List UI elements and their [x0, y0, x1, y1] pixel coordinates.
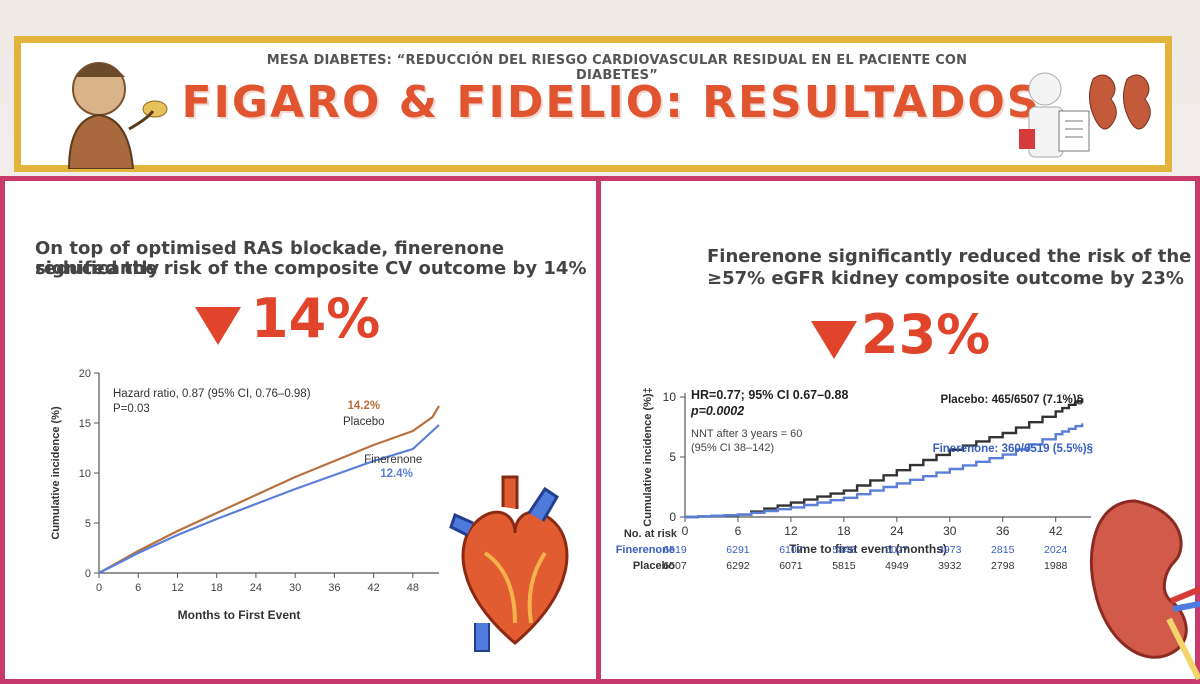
- down-triangle-icon: [811, 321, 857, 359]
- risk-table-cell: 5848: [832, 544, 856, 556]
- risk-table-cell: 2024: [1044, 544, 1068, 556]
- down-triangle-icon: [195, 307, 241, 345]
- risk-table-cell: 6507: [663, 560, 687, 572]
- x-tick-label: 36: [996, 524, 1010, 538]
- risk-table-cell: 2815: [991, 544, 1015, 556]
- nnt-ci-annotation: (95% CI 38–142): [691, 442, 774, 454]
- x-tick-label: 18: [837, 524, 851, 538]
- right-reduction-value: 23%: [861, 303, 991, 366]
- right-headline-line2: ≥57% eGFR kidney composite outcome by 23…: [707, 268, 1184, 289]
- x-tick-label: 0: [682, 524, 689, 538]
- left-panel-figaro: On top of optimised RAS blockade, finere…: [0, 176, 604, 684]
- risk-table-cell: 3973: [938, 544, 962, 556]
- x-axis-label: Months to First Event: [178, 608, 301, 622]
- y-tick-label: 10: [663, 390, 677, 404]
- finerenone-line: [98, 424, 440, 574]
- finerenone-end-value: 12.4%: [380, 468, 413, 480]
- y-tick-label: 5: [669, 450, 676, 464]
- x-tick-label: 42: [367, 582, 379, 594]
- fidelio-km-chart: 0 5 10 0 6 12 18 24 30 36 42 Time to first event (m…: [616, 387, 1093, 572]
- finerenone-line: [685, 423, 1084, 519]
- left-headline-line1: On top of optimised RAS blockade, finere…: [35, 238, 505, 279]
- y-tick-label: 10: [79, 468, 91, 480]
- y-tick-label: 0: [85, 568, 91, 580]
- session-subtitle: MESA DIABETES: “REDUCCIÓN DEL RIESGO CAR…: [266, 53, 968, 83]
- risk-table-title: No. at risk: [624, 528, 678, 540]
- y-tick-label: 15: [79, 418, 91, 430]
- risk-table-cell: 1988: [1044, 560, 1068, 572]
- hazard-ratio-annotation: HR=0.77; 95% CI 0.67–0.88: [691, 388, 848, 402]
- p-value-annotation: P=0.03: [113, 403, 150, 415]
- kidney-icon: [1089, 499, 1200, 681]
- x-axis-label: Time to first event (months): [789, 542, 947, 556]
- placebo-series-label: Placebo: [343, 416, 385, 428]
- risk-table-cell: 5027: [885, 544, 909, 556]
- placebo-end-value: 14.2%: [348, 400, 381, 412]
- x-tick-label: 6: [135, 582, 141, 594]
- risk-table-row-label: Placebo: [633, 560, 675, 572]
- finerenone-series-label: Finerenone: [364, 454, 422, 466]
- x-tick-label: 30: [289, 582, 301, 594]
- nnt-annotation: NNT after 3 years = 60: [691, 428, 802, 440]
- x-tick-label: 12: [171, 582, 183, 594]
- x-tick-label: 48: [407, 582, 419, 594]
- risk-table-cell: 6071: [779, 560, 803, 572]
- y-axis-label: Cumulative incidence (%): [50, 406, 62, 540]
- risk-table-cell: 3932: [938, 560, 962, 572]
- y-tick-label: 20: [79, 368, 91, 380]
- x-tick-label: 36: [328, 582, 340, 594]
- risk-table-cell: 6107: [779, 544, 803, 556]
- risk-table-cell: 6519: [663, 544, 687, 556]
- right-panel-fidelio: Finerenone significantly reduced the ris…: [596, 176, 1200, 684]
- x-tick-label: 12: [784, 524, 798, 538]
- page-title: FIGARO & FIDELIO: RESULTADOS: [181, 77, 1041, 128]
- x-tick-label: 30: [943, 524, 957, 538]
- y-axis-label: Cumulative incidence (%)‡: [642, 387, 654, 526]
- figaro-km-chart: 0 5 10 15 20 0 6 12 18 24 30 36 42 48 Months to First …: [50, 368, 440, 622]
- doctor-kidney-illustration-icon: [1019, 72, 1151, 158]
- placebo-series-label: Placebo: 465/6507 (7.1%)§: [940, 394, 1083, 406]
- heart-icon: [449, 475, 569, 652]
- x-tick-label: 6: [735, 524, 742, 538]
- risk-table-cell: 6292: [726, 560, 750, 572]
- risk-table-cell: 2798: [991, 560, 1015, 572]
- risk-table-cell: 4949: [885, 560, 909, 572]
- x-tick-label: 24: [890, 524, 904, 538]
- right-headline-line1: Finerenone significantly reduced the ris…: [707, 246, 1192, 267]
- y-tick-label: 0: [669, 510, 676, 524]
- risk-table-cell: 6291: [726, 544, 750, 556]
- left-reduction-value: 14%: [251, 287, 381, 350]
- header-banner: MESA DIABETES: “REDUCCIÓN DEL RIESGO CAR…: [14, 36, 1172, 172]
- risk-table-cell: 5815: [832, 560, 856, 572]
- y-tick-label: 5: [85, 518, 91, 530]
- finerenone-series-label: Finerenone: 360/6519 (5.5%)§: [933, 443, 1093, 455]
- x-tick-label: 42: [1049, 524, 1063, 538]
- placebo-line: [98, 405, 440, 574]
- left-headline-line2: reduced the risk of the composite CV out…: [35, 258, 587, 279]
- figaro-illustration-icon: [67, 62, 168, 169]
- p-value-annotation: p=0.0002: [690, 404, 744, 418]
- placebo-line: [685, 398, 1084, 519]
- x-tick-label: 18: [211, 582, 223, 594]
- x-tick-label: 0: [96, 582, 102, 594]
- risk-table-row-label: Finerenone: [616, 544, 675, 556]
- x-tick-label: 24: [250, 582, 262, 594]
- hazard-ratio-annotation: Hazard ratio, 0.87 (95% CI, 0.76–0.98): [113, 388, 311, 400]
